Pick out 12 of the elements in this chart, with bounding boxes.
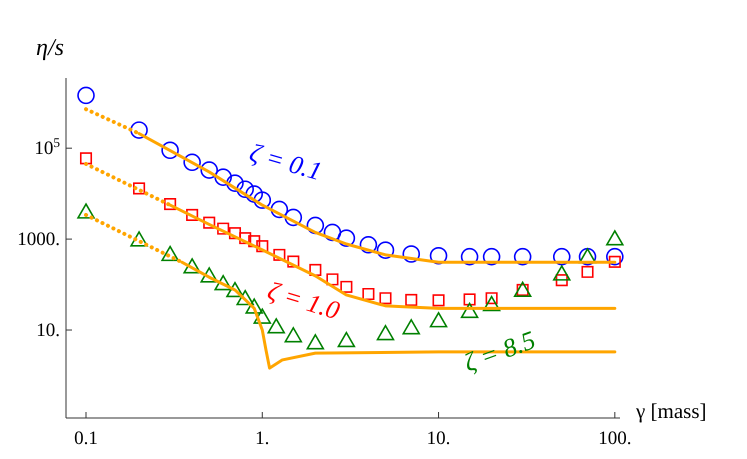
x-tick-label: 1.: [255, 428, 270, 449]
x-tick-label: 0.1: [74, 428, 98, 449]
x-axis-title: γ [mass]: [635, 399, 707, 423]
x-tick-label: 10.: [426, 428, 450, 449]
x-tick-label: 100.: [598, 428, 632, 449]
text: ζ = 0.1: [246, 138, 326, 186]
text: ζ = 1.0: [264, 276, 344, 326]
y-axis-title: η/s: [36, 35, 64, 61]
text: ζ = 8.5: [460, 325, 540, 378]
y-tick-label: 10$^{5}$: [34, 134, 60, 160]
y-tick-label: 10.: [36, 320, 60, 342]
y-tick-label: 1000.: [17, 229, 60, 250]
